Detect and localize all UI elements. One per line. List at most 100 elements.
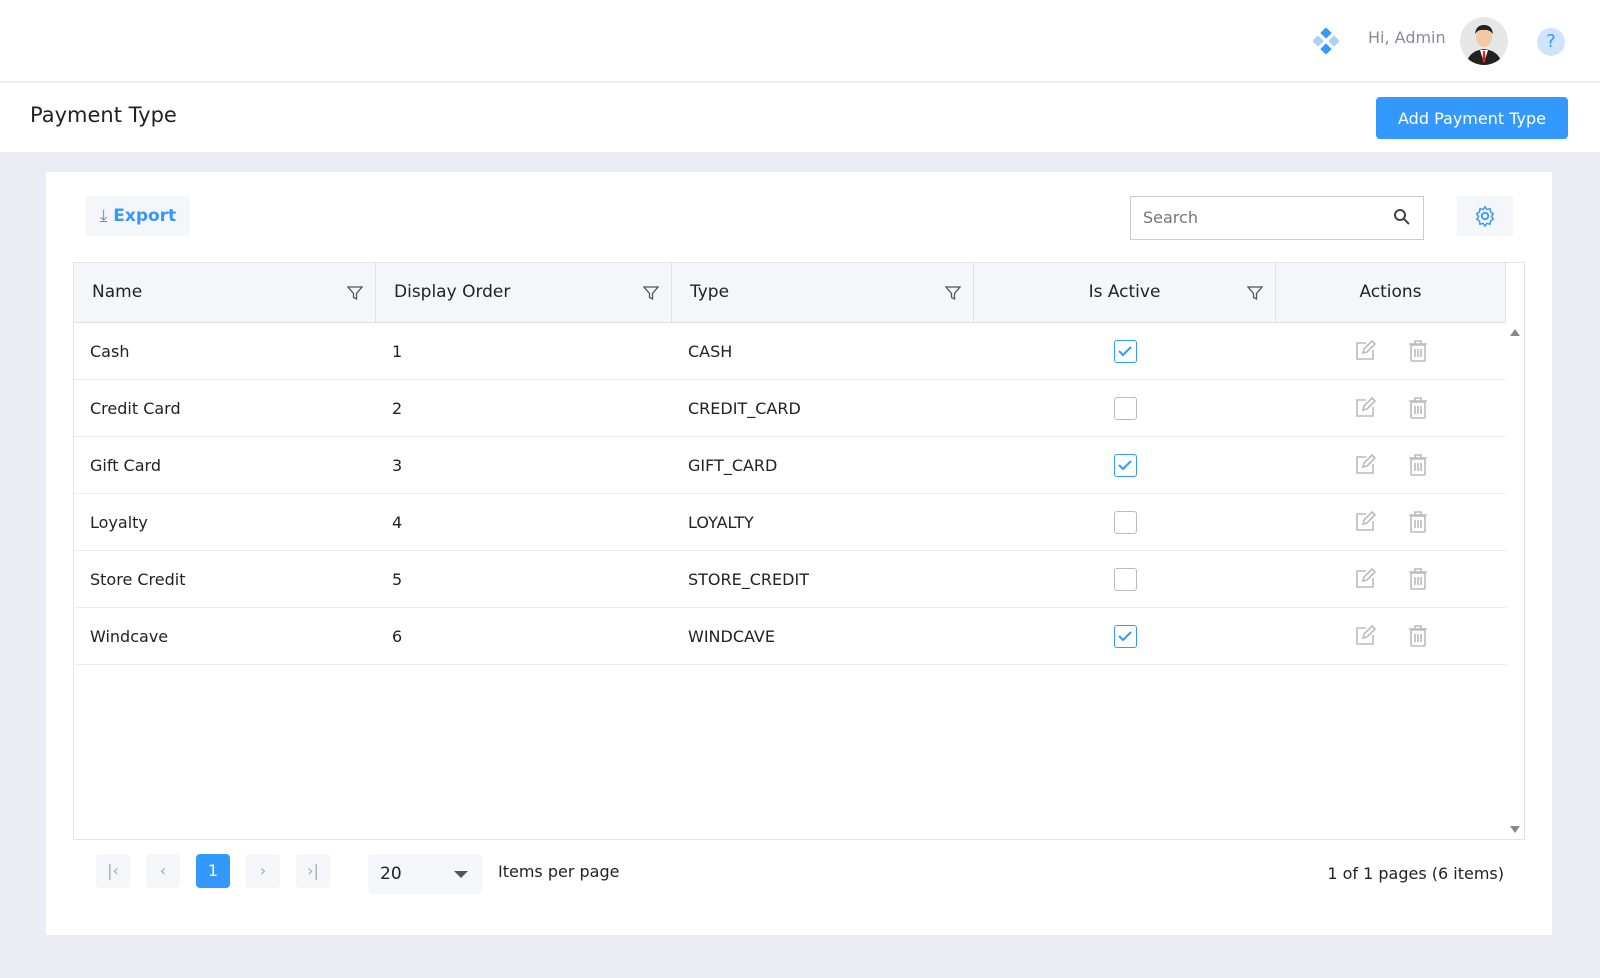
cell-actions xyxy=(1276,380,1506,437)
content-card: ⤓ Export Name Display Order Type Is Acti… xyxy=(46,172,1552,935)
edit-icon[interactable] xyxy=(1354,396,1376,419)
download-icon: ⤓ xyxy=(99,206,108,226)
payment-types-table: Name Display Order Type Is Active Action… xyxy=(73,262,1525,840)
prev-page-button[interactable]: ‹ xyxy=(146,854,180,888)
column-header-display-order[interactable]: Display Order xyxy=(376,263,672,323)
vertical-scrollbar[interactable] xyxy=(1506,323,1524,839)
search-icon[interactable] xyxy=(1393,208,1411,226)
cell-is-active xyxy=(974,551,1276,608)
cell-type: CASH xyxy=(688,341,733,361)
table-header: Name Display Order Type Is Active Action… xyxy=(74,263,1506,323)
cell-is-active xyxy=(974,380,1276,437)
cell-actions xyxy=(1276,608,1506,665)
cell-name: Windcave xyxy=(90,626,169,646)
table-row[interactable]: Windcave 6 WINDCAVE xyxy=(74,608,1506,665)
column-label: Type xyxy=(690,282,730,302)
next-page-button[interactable]: › xyxy=(246,854,280,888)
cell-is-active xyxy=(974,323,1276,380)
trash-icon[interactable] xyxy=(1408,396,1428,419)
last-page-button[interactable]: ›| xyxy=(296,854,330,888)
cell-type: LOYALTY xyxy=(688,512,754,532)
column-header-actions: Actions xyxy=(1276,263,1506,323)
export-label: Export xyxy=(113,206,177,226)
edit-icon[interactable] xyxy=(1354,567,1376,590)
page-button-current[interactable]: 1 xyxy=(196,854,230,888)
search-box[interactable] xyxy=(1130,196,1424,240)
cell-is-active xyxy=(974,437,1276,494)
cell-type: CREDIT_CARD xyxy=(688,398,801,418)
gear-icon xyxy=(1475,205,1495,227)
pagination-info: 1 of 1 pages (6 items) xyxy=(1327,864,1504,883)
is-active-checkbox[interactable] xyxy=(1113,453,1137,477)
is-active-checkbox[interactable] xyxy=(1113,339,1137,363)
filter-icon[interactable] xyxy=(643,285,659,301)
cell-type: WINDCAVE xyxy=(688,626,775,646)
cell-display-order: 5 xyxy=(392,569,403,589)
cell-name: Credit Card xyxy=(90,398,181,418)
filter-icon[interactable] xyxy=(347,285,363,301)
user-greeting: Hi, Admin xyxy=(1368,28,1446,47)
table-row[interactable]: Loyalty 4 LOYALTY xyxy=(74,494,1506,551)
filter-icon[interactable] xyxy=(945,285,961,301)
cell-is-active xyxy=(974,494,1276,551)
edit-icon[interactable] xyxy=(1354,624,1376,647)
page-header: Payment Type Add Payment Type xyxy=(0,83,1600,152)
pagination: |‹ ‹ 1 › ›| xyxy=(96,854,346,888)
column-header-is-active[interactable]: Is Active xyxy=(974,263,1276,323)
top-bar: Hi, Admin ? xyxy=(0,0,1600,82)
column-label: Display Order xyxy=(394,282,511,302)
first-page-button[interactable]: |‹ xyxy=(96,854,130,888)
cell-actions xyxy=(1276,323,1506,380)
trash-icon[interactable] xyxy=(1408,510,1428,533)
cell-is-active xyxy=(974,608,1276,665)
filter-icon[interactable] xyxy=(1247,285,1263,301)
cell-name: Store Credit xyxy=(90,569,186,589)
scroll-down-arrow[interactable] xyxy=(1510,826,1520,833)
items-per-page-label: Items per page xyxy=(498,862,620,881)
table-row[interactable]: Cash 1 CASH xyxy=(74,323,1506,380)
page-size-select[interactable]: 20 xyxy=(368,854,482,894)
cell-actions xyxy=(1276,551,1506,608)
edit-icon[interactable] xyxy=(1354,339,1376,362)
search-input[interactable] xyxy=(1143,197,1383,237)
chevron-down-icon xyxy=(454,871,468,878)
scroll-up-arrow[interactable] xyxy=(1510,329,1520,336)
page-size-value: 20 xyxy=(380,864,402,884)
is-active-checkbox[interactable] xyxy=(1113,510,1137,534)
table-body: Cash 1 CASH Credit Card 2 CREDIT_CARD Gi… xyxy=(74,323,1506,665)
app-logo-icon[interactable] xyxy=(1313,28,1339,54)
column-label: Actions xyxy=(1359,282,1422,302)
cell-type: GIFT_CARD xyxy=(688,455,778,475)
table-row[interactable]: Gift Card 3 GIFT_CARD xyxy=(74,437,1506,494)
column-label: Is Active xyxy=(1088,282,1161,302)
table-row[interactable]: Store Credit 5 STORE_CREDIT xyxy=(74,551,1506,608)
column-header-type[interactable]: Type xyxy=(672,263,974,323)
cell-name: Loyalty xyxy=(90,512,148,532)
edit-icon[interactable] xyxy=(1354,510,1376,533)
cell-display-order: 6 xyxy=(392,626,403,646)
export-button[interactable]: ⤓ Export xyxy=(86,196,190,236)
settings-button[interactable] xyxy=(1457,196,1513,236)
trash-icon[interactable] xyxy=(1408,339,1428,362)
trash-icon[interactable] xyxy=(1408,567,1428,590)
avatar[interactable] xyxy=(1460,17,1508,65)
cell-actions xyxy=(1276,437,1506,494)
page-title: Payment Type xyxy=(30,103,177,127)
cell-name: Cash xyxy=(90,341,130,361)
help-icon[interactable]: ? xyxy=(1537,28,1565,56)
cell-actions xyxy=(1276,494,1506,551)
cell-name: Gift Card xyxy=(90,455,161,475)
table-row[interactable]: Credit Card 2 CREDIT_CARD xyxy=(74,380,1506,437)
edit-icon[interactable] xyxy=(1354,453,1376,476)
cell-display-order: 2 xyxy=(392,398,403,418)
is-active-checkbox[interactable] xyxy=(1113,624,1137,648)
cell-display-order: 1 xyxy=(392,341,403,361)
cell-display-order: 4 xyxy=(392,512,403,532)
column-label: Name xyxy=(92,282,143,302)
trash-icon[interactable] xyxy=(1408,624,1428,647)
add-payment-type-button[interactable]: Add Payment Type xyxy=(1376,97,1568,139)
is-active-checkbox[interactable] xyxy=(1113,396,1137,420)
column-header-name[interactable]: Name xyxy=(74,263,376,323)
is-active-checkbox[interactable] xyxy=(1113,567,1137,591)
trash-icon[interactable] xyxy=(1408,453,1428,476)
